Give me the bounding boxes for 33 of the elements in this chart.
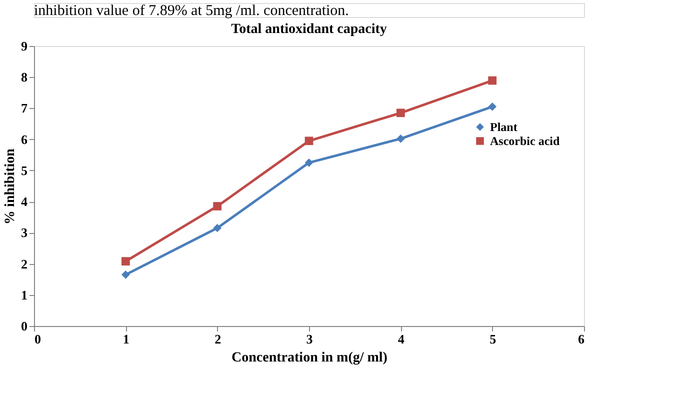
x-tick-label: 3 (306, 332, 314, 346)
x-tick-label: 0 (34, 332, 41, 346)
chart-title: Total antioxidant capacity (231, 22, 387, 37)
point (121, 270, 130, 279)
x-tick-label: 5 (490, 332, 497, 346)
point (304, 136, 314, 146)
point (213, 202, 222, 210)
y-tick-label: 7 (21, 100, 28, 116)
y-tick-label: 6 (21, 132, 28, 147)
legend-label: Ascorbic acid (490, 134, 560, 148)
y-tick-label: 3 (21, 225, 28, 240)
point (396, 134, 405, 143)
point (488, 102, 497, 111)
point (304, 158, 314, 167)
y-tick-label: 1 (21, 287, 28, 302)
x-axis-title: Concentration in m(g/ ml) (232, 350, 388, 366)
legend-label: Plant (490, 120, 518, 134)
point (213, 224, 222, 232)
y-tick-label: 2 (21, 256, 28, 272)
y-tick-label: 8 (21, 70, 28, 85)
point (396, 108, 405, 118)
y-tick-label: 0 (21, 318, 28, 334)
y-tick-label: 9 (21, 38, 28, 54)
point (121, 257, 130, 266)
point (488, 76, 497, 85)
x-tick-label: 1 (122, 332, 130, 346)
y-tick-label: 5 (21, 162, 28, 178)
text: inhibition value of 7.89% at 5mg /ml. concentration. (34, 3, 349, 19)
y-axis-title: % inhibition (3, 148, 18, 224)
x-tick-label: 6 (578, 332, 585, 346)
y-tick-label: 4 (21, 194, 28, 210)
x-tick-label: 4 (398, 332, 405, 346)
x-tick-label: 2 (214, 332, 222, 346)
